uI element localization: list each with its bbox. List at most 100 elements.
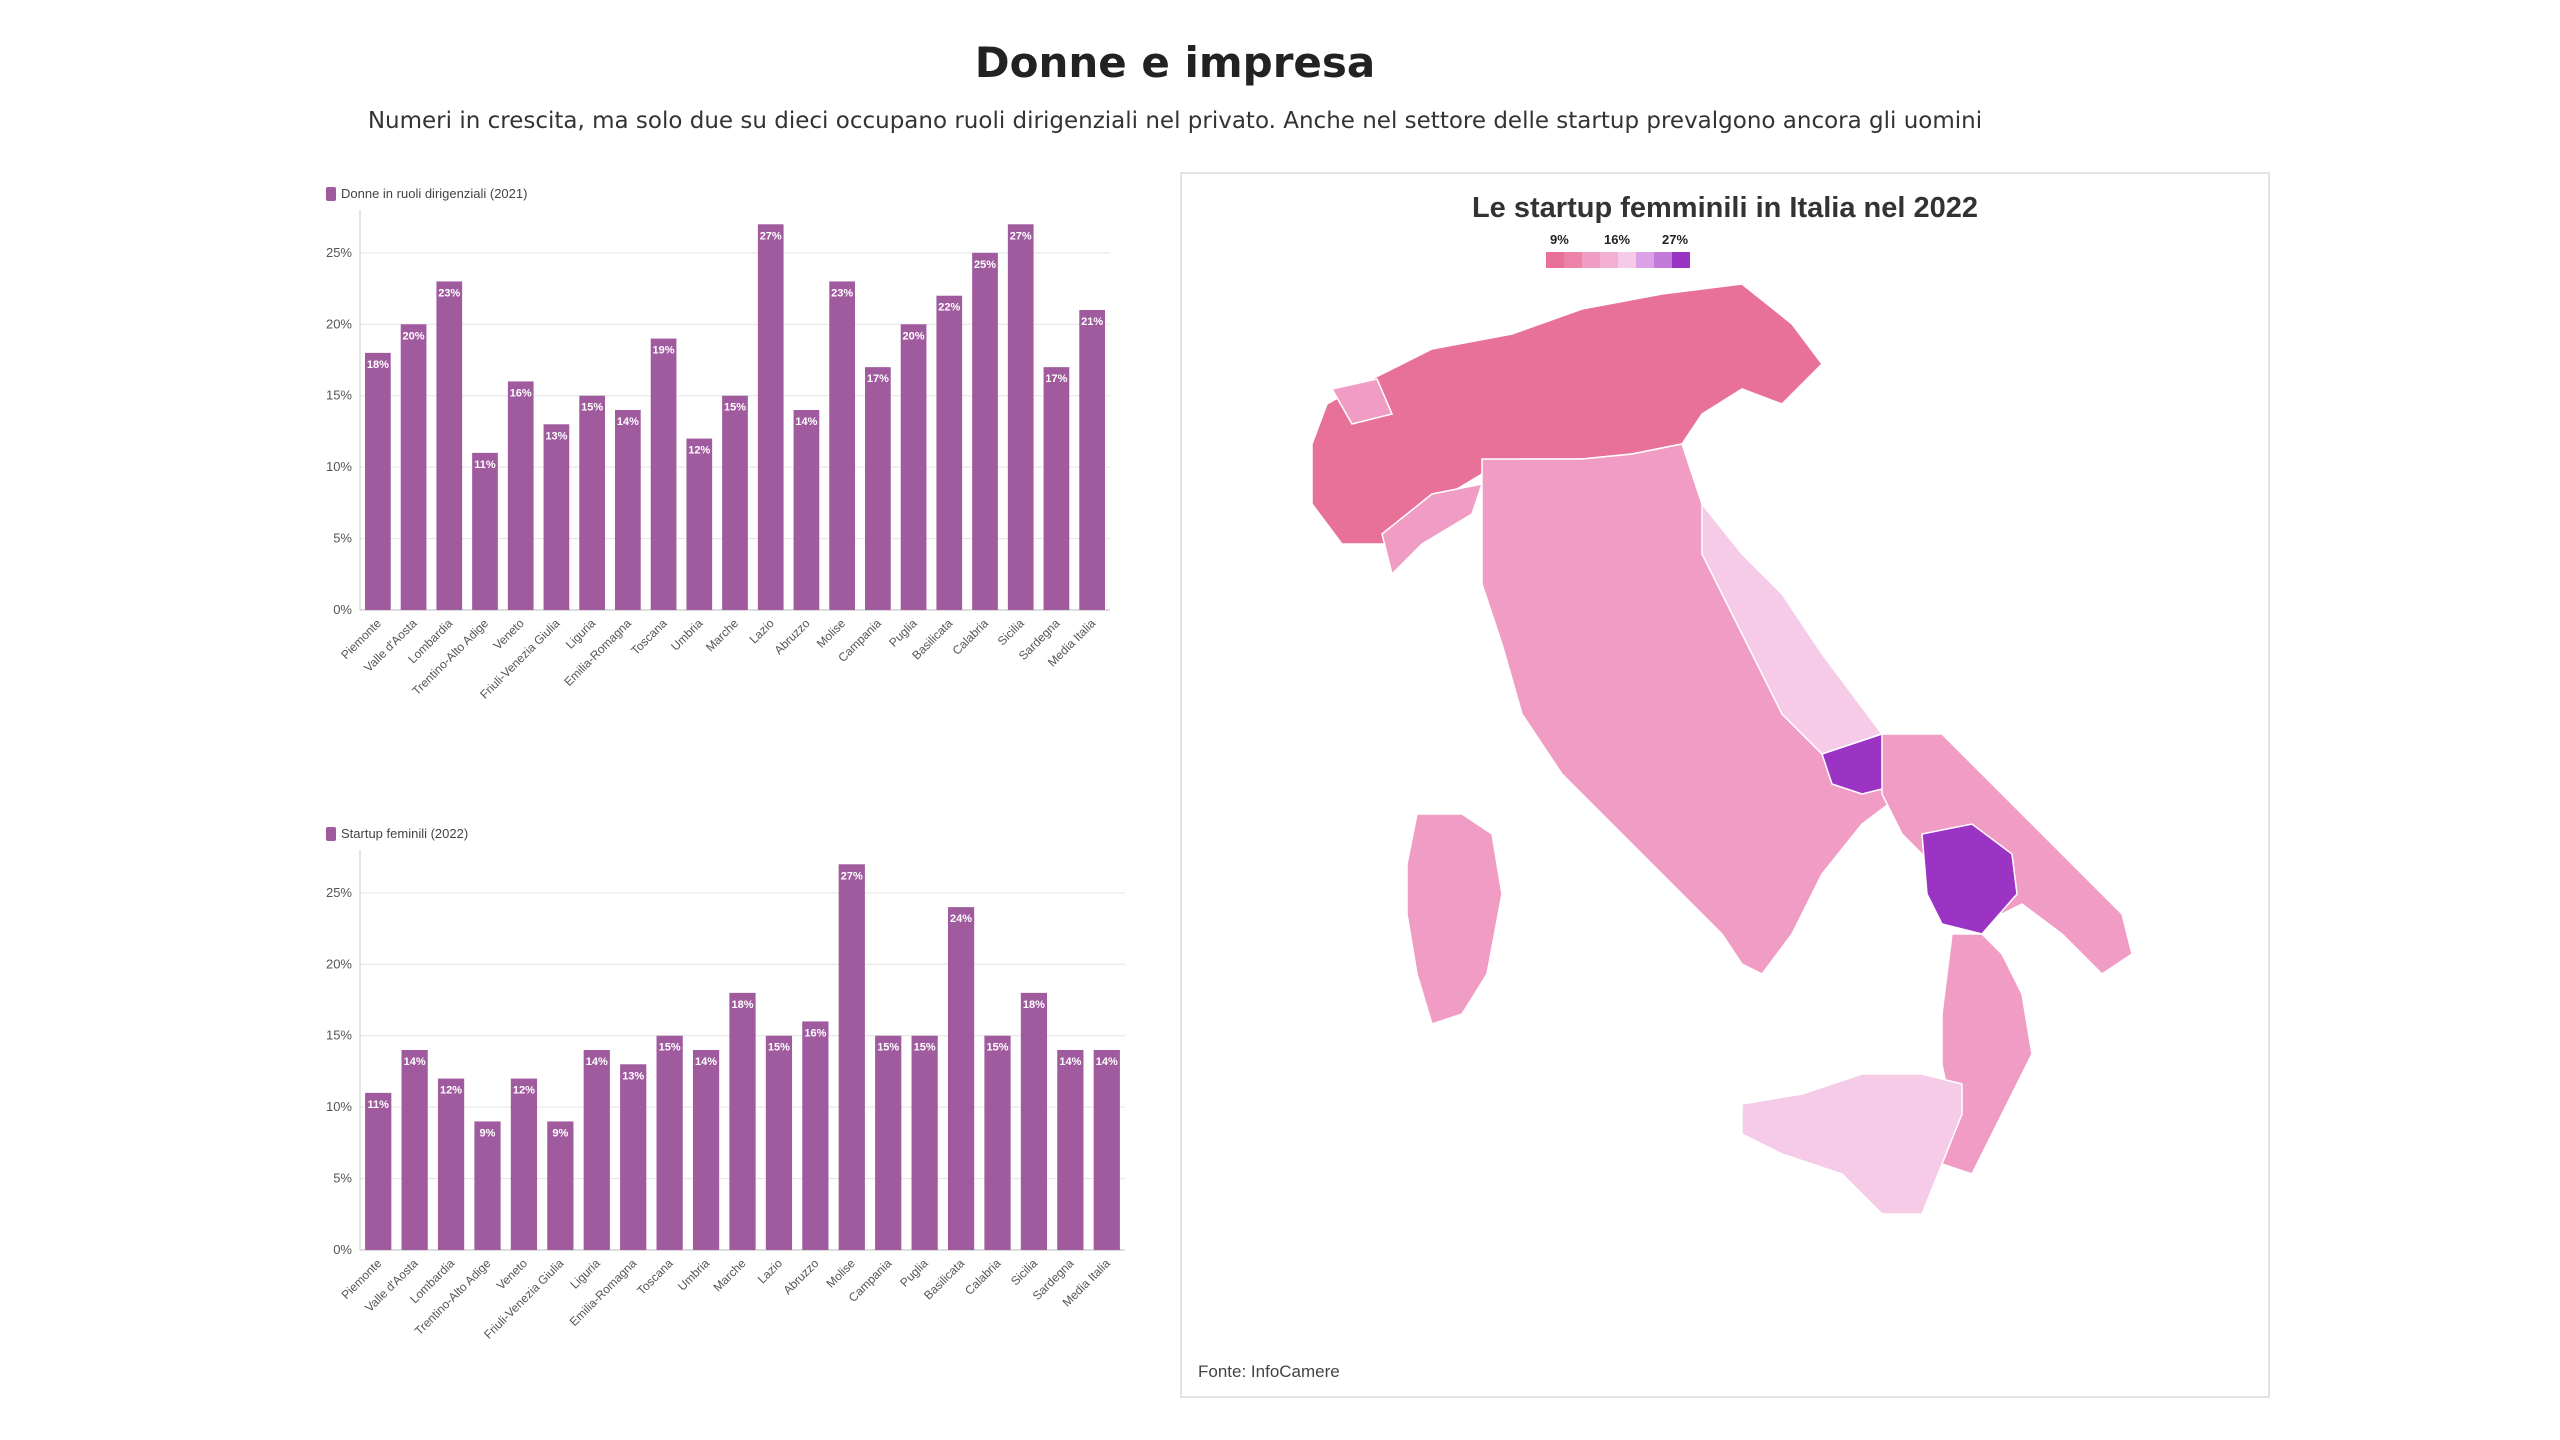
bar-value-label: 17%	[1045, 373, 1067, 385]
map-title: Le startup femminili in Italia nel 2022	[1471, 192, 1979, 224]
scale-cell	[1564, 252, 1582, 268]
bar	[1093, 1050, 1120, 1250]
scale-label-mid: 16%	[1604, 232, 1630, 247]
x-tick-label: Emilia-Romagna	[567, 1256, 640, 1329]
bar	[472, 452, 498, 610]
map-scale-legend: 9% 16% 27%	[1546, 232, 1690, 268]
bar-value-label: 27%	[841, 870, 863, 882]
scale-label-low: 9%	[1550, 232, 1569, 247]
bar	[722, 395, 748, 610]
bar-value-label: 14%	[1059, 1056, 1081, 1068]
x-tick-label: Marche	[710, 1256, 748, 1294]
bar	[507, 381, 534, 610]
scale-cell	[1600, 252, 1618, 268]
y-tick-label: 5%	[333, 1171, 352, 1186]
x-tick-label: Sicilia	[1008, 1256, 1040, 1288]
y-tick-label: 25%	[326, 885, 352, 900]
bar-value-label: 15%	[581, 402, 603, 414]
chart-startups: Startup feminili (2022) 0% 5% 10% 15% 20% 25%…	[320, 820, 1140, 1420]
bar-value-label: 27%	[760, 230, 782, 242]
x-tick-label: Molise	[823, 1256, 858, 1291]
bar	[936, 295, 963, 610]
bar-value-label: 20%	[403, 330, 425, 342]
chart-legend: Donne in ruoli dirigenziali (2021)	[326, 186, 527, 201]
bar-value-label: 18%	[731, 999, 753, 1011]
x-tick-label: Toscana	[628, 616, 670, 658]
chart-legend: Startup feminili (2022)	[326, 826, 468, 841]
bar	[1020, 992, 1048, 1250]
scale-label-high: 27%	[1662, 232, 1688, 247]
bar	[1007, 224, 1034, 610]
x-tick-label: Lazio	[747, 616, 777, 646]
x-tick-label: Toscana	[634, 1256, 676, 1298]
bar	[875, 1035, 902, 1250]
bar	[1057, 1050, 1084, 1250]
bar-value-label: 15%	[659, 1042, 681, 1054]
bar-value-label: 14%	[617, 416, 639, 428]
bar	[729, 992, 756, 1250]
bar	[401, 1050, 428, 1250]
bar	[1043, 367, 1070, 610]
bar	[436, 281, 463, 610]
bar	[865, 367, 891, 610]
bar-value-label: 13%	[622, 1070, 644, 1082]
bar	[400, 324, 427, 610]
bar	[829, 281, 855, 610]
bar-value-label: 14%	[404, 1056, 426, 1068]
bar	[947, 907, 975, 1250]
bar	[650, 338, 677, 610]
bar	[437, 1078, 465, 1250]
x-tick-label: Umbria	[675, 1256, 712, 1293]
bar	[365, 352, 391, 610]
bar-value-label: 18%	[1023, 999, 1045, 1011]
region-liguria	[1381, 483, 1484, 576]
bar	[911, 1035, 938, 1250]
bar-value-label: 16%	[510, 387, 532, 399]
x-tick-label: Puglia	[886, 616, 920, 650]
bar	[615, 410, 641, 610]
x-tick-label: Liguria	[568, 1256, 604, 1292]
y-tick-label: 15%	[326, 1028, 352, 1043]
legend-label: Startup feminili (2022)	[341, 826, 469, 841]
bar-value-label: 15%	[914, 1042, 936, 1054]
scale-cell	[1546, 252, 1564, 268]
y-tick-label: 20%	[326, 316, 352, 331]
bar	[900, 324, 927, 610]
scale-cell	[1636, 252, 1654, 268]
bar	[474, 1121, 501, 1250]
scale-cell	[1672, 252, 1690, 268]
bar-value-label: 14%	[795, 416, 817, 428]
region-basilicata	[1921, 823, 2018, 935]
map-panel: Le startup femminili in Italia nel 2022 …	[1180, 172, 2270, 1398]
bar-value-label: 15%	[768, 1042, 790, 1054]
y-tick-label: 15%	[326, 388, 352, 403]
bar	[757, 224, 784, 610]
bar-value-label: 11%	[474, 459, 496, 471]
bar	[765, 1035, 793, 1250]
bar-value-label: 11%	[368, 1099, 390, 1111]
bar-value-label: 9%	[552, 1127, 568, 1139]
bar-value-label: 9%	[480, 1127, 496, 1139]
x-tick-label: Abruzzo	[772, 616, 813, 657]
page-title: Donne e impresa	[974, 38, 1376, 87]
bar	[583, 1050, 610, 1250]
bar-value-label: 22%	[938, 302, 960, 314]
bar-value-label: 27%	[1010, 230, 1032, 242]
bar-value-label: 24%	[950, 913, 972, 925]
bar-value-label: 21%	[1081, 316, 1103, 328]
scale-cell	[1654, 252, 1672, 268]
bar-value-label: 14%	[1096, 1056, 1118, 1068]
legend-swatch	[326, 826, 336, 841]
bar-value-label: 20%	[903, 330, 925, 342]
y-tick-label: 10%	[326, 459, 352, 474]
chart-managers: Donne in ruoli dirigenziali (2021) 0% 5% 1…	[320, 180, 1120, 780]
x-tick-label: Calabria	[962, 1256, 1004, 1298]
legend-label: Donne in ruoli dirigenziali (2021)	[341, 186, 528, 201]
y-tick-label: 25%	[326, 245, 352, 260]
y-tick-label: 5%	[333, 531, 352, 546]
map-source: Fonte: InfoCamere	[1198, 1362, 1340, 1381]
y-tick-label: 0%	[333, 1242, 352, 1257]
legend-swatch	[326, 186, 336, 201]
x-tick-label: Basilicata	[921, 1256, 967, 1302]
